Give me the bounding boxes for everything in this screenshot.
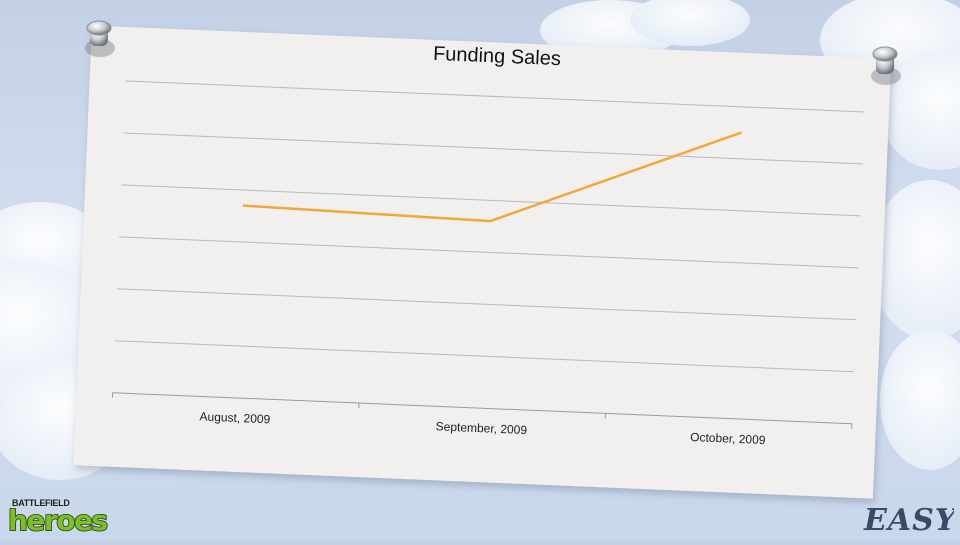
easy-logo-text: EASY [863,503,954,538]
easy-logo: EASY [862,498,954,538]
logo-main-text: heroes [8,504,107,536]
x-tick-label: August, 2009 [199,409,271,426]
battlefield-heroes-logo: BATTLEFIELD heroes [6,496,130,536]
